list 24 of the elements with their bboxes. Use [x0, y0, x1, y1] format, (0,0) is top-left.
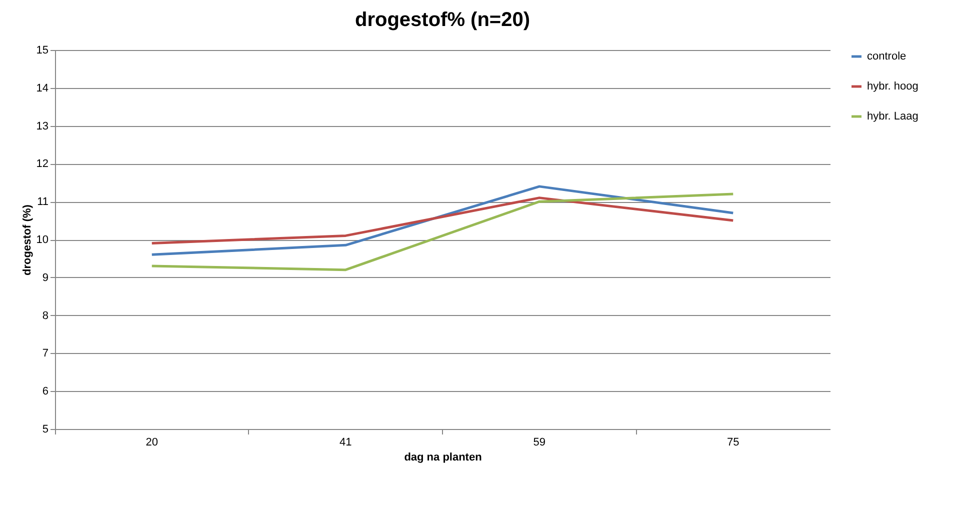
y-tick-label: 7	[42, 348, 48, 360]
y-tick-label: 10	[36, 234, 48, 246]
y-tick-label: 13	[36, 120, 48, 132]
y-tick-label: 11	[37, 196, 48, 208]
x-tick-label: 20	[146, 436, 158, 448]
y-tick-label: 15	[36, 44, 48, 56]
x-tick-label: 59	[533, 436, 546, 448]
line-series	[150, 192, 734, 272]
y-tick-label: 6	[42, 386, 48, 398]
y-tick-label: 8	[42, 310, 48, 322]
line-series	[150, 185, 734, 256]
y-tick-label: 5	[42, 424, 48, 436]
x-tick-label: 41	[340, 436, 352, 448]
x-axis-title: dag na planten	[404, 452, 482, 464]
y-tick-label: 9	[42, 272, 48, 284]
y-tick-label: 12	[36, 158, 48, 170]
legend-label: hybr. Laag	[867, 110, 918, 122]
line-series	[150, 196, 734, 245]
y-axis-title: drogestof (%)	[21, 204, 34, 276]
y-tick-label: 14	[36, 82, 48, 94]
legend-label: controle	[867, 50, 906, 62]
x-tick-label: 75	[727, 436, 740, 448]
chart-title: drogestof% (n=20)	[354, 9, 530, 31]
legend-label: hybr. hoog	[867, 80, 918, 92]
